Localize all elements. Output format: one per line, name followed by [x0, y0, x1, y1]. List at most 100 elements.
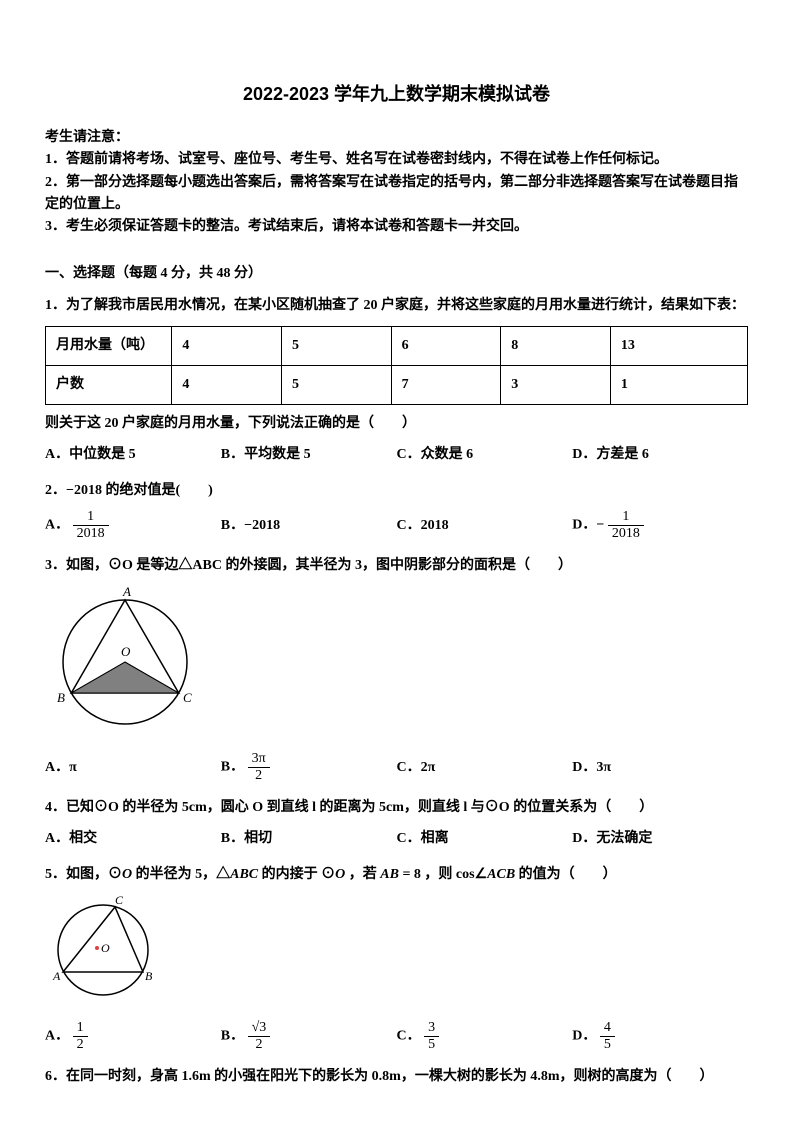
q4-opt-b: B．相切: [221, 828, 387, 850]
q5-label-a: A: [52, 969, 61, 983]
q2-text: 2．−2018 的绝对值是( ): [45, 480, 748, 502]
q3-b-num: 3π: [248, 752, 270, 768]
q2-opt-d: D．− 1 2018: [572, 510, 738, 541]
q5-d-frac: 4 5: [600, 1021, 615, 1052]
q1-th-4: 8: [501, 326, 611, 365]
notice-3: 3．考生必须保证答题卡的整洁。考试结束后，请将本试卷和答题卡一并交回。: [45, 216, 748, 238]
q1-text: 1．为了解我市居民用水情况，在某小区随机抽查了 20 户家庭，并将这些家庭的月用…: [45, 295, 748, 317]
q3-label-a: A: [122, 584, 131, 599]
q5-b-den: 2: [248, 1037, 271, 1052]
q5-O1: O: [122, 867, 132, 882]
q1-th-0: 月用水量（吨）: [46, 326, 172, 365]
q3-label-c: C: [183, 690, 192, 705]
q5-opt-c: C． 3 5: [397, 1021, 563, 1052]
q5-b-label: B．: [221, 1029, 244, 1044]
q1-opt-d: D．方差是 6: [572, 444, 738, 466]
q1-r2-5: 1: [610, 365, 747, 404]
q5-ACB: ACB: [487, 867, 515, 882]
q2-options: A． 1 2018 B．−2018 C．2018 D．− 1 2018: [45, 510, 748, 541]
q5-opt-b: B． √3 2: [221, 1021, 387, 1052]
q5-c-label: C．: [397, 1029, 421, 1044]
q5-opt-a: A． 1 2: [45, 1021, 211, 1052]
q5-t5: 的值为（ ）: [515, 867, 617, 882]
notice-2: 2．第一部分选择题每小题选出答案后，需将答案写在试卷指定的括号内，第二部分非选择…: [45, 172, 748, 217]
q2-a-label: A．: [45, 518, 69, 533]
q5-triangle: [63, 907, 143, 972]
q5-b-frac: √3 2: [248, 1021, 271, 1052]
q3-opt-a: A．π: [45, 757, 211, 779]
q5-d-den: 5: [600, 1037, 615, 1052]
q5-a-den: 2: [73, 1037, 88, 1052]
q1-table: 月用水量（吨） 4 5 6 8 13 户数 4 5 7 3 1: [45, 326, 748, 406]
q3-shaded: [71, 662, 178, 693]
q5-t3: 的内接于 ⊙: [258, 867, 335, 882]
q5-label-o: O: [101, 941, 110, 955]
q2-a-den: 2018: [73, 526, 109, 541]
q3-diagram: A B C O: [45, 584, 748, 742]
q4-opt-c: C．相离: [397, 828, 563, 850]
q5-label-c: C: [115, 893, 124, 907]
q5-ABC: ABC: [230, 867, 258, 882]
q3-label-o: O: [121, 644, 131, 659]
q4-options: A．相交 B．相切 C．相离 D．无法确定: [45, 828, 748, 850]
q3-opt-b: B． 3π 2: [221, 752, 387, 783]
q5-opt-d: D． 4 5: [572, 1021, 738, 1052]
q1-r2-0: 户数: [46, 365, 172, 404]
q5-c-num: 3: [424, 1021, 439, 1037]
q5-a-num: 1: [73, 1021, 88, 1037]
q1-r2-1: 4: [172, 365, 282, 404]
q5-c-den: 5: [424, 1037, 439, 1052]
q5-diagram: A B C O: [45, 892, 748, 1010]
q1-followup: 则关于这 20 户家庭的月用水量，下列说法正确的是（ ）: [45, 413, 748, 435]
q3-options: A．π B． 3π 2 C．2π D．3π: [45, 752, 748, 783]
q1-r2-4: 3: [501, 365, 611, 404]
q2-opt-c: C．2018: [397, 515, 563, 537]
q4-opt-d: D．无法确定: [572, 828, 738, 850]
notice-1: 1．答题前请将考场、试室号、座位号、考生号、姓名写在试卷密封线内，不得在试卷上作…: [45, 149, 748, 171]
q5-AB: AB: [380, 867, 399, 882]
q5-center-dot: [95, 946, 99, 950]
q2-a-num: 1: [73, 510, 109, 526]
q5-c-frac: 3 5: [424, 1021, 439, 1052]
q5-a-label: A．: [45, 1029, 69, 1044]
q5-d-num: 4: [600, 1021, 615, 1037]
q1-th-2: 5: [282, 326, 392, 365]
question-4: 4．已知⊙O 的半径为 5cm，圆心 O 到直线 l 的距离为 5cm，则直线 …: [45, 797, 748, 850]
question-5: 5．如图，⊙O 的半径为 5，△ABC 的内接于 ⊙O ，若 AB = 8 ，则…: [45, 864, 748, 1052]
q2-d-den: 2018: [608, 526, 644, 541]
q1-th-3: 6: [391, 326, 501, 365]
q3-label-b: B: [57, 690, 65, 705]
q1-opt-b: B．平均数是 5: [221, 444, 387, 466]
q3-text: 3．如图，⊙O 是等边△ABC 的外接圆，其半径为 3，图中阴影部分的面积是（ …: [45, 555, 748, 577]
q5-options: A． 1 2 B． √3 2 C． 3 5 D． 4 5: [45, 1021, 748, 1052]
question-1: 1．为了解我市居民用水情况，在某小区随机抽查了 20 户家庭，并将这些家庭的月用…: [45, 295, 748, 466]
q3-b-frac: 3π 2: [248, 752, 270, 783]
q2-opt-b: B．−2018: [221, 515, 387, 537]
q1-r2-2: 5: [282, 365, 392, 404]
q4-opt-a: A．相交: [45, 828, 211, 850]
section-header: 一、选择题（每题 4 分，共 48 分）: [45, 263, 748, 285]
notice-block: 考生请注意： 1．答题前请将考场、试室号、座位号、考生号、姓名写在试卷密封线内，…: [45, 127, 748, 239]
q5-text: 5．如图，⊙O 的半径为 5，△ABC 的内接于 ⊙O ，若 AB = 8 ，则…: [45, 864, 748, 886]
q1-r2-3: 7: [391, 365, 501, 404]
q5-label-b: B: [145, 969, 153, 983]
q6-text: 6．在同一时刻，身高 1.6m 的小强在阳光下的影长为 0.8m，一棵大树的影长…: [45, 1066, 748, 1088]
q3-b-den: 2: [248, 768, 270, 783]
q1-opt-c: C．众数是 6: [397, 444, 563, 466]
q5-eq: = 8 ，则 cos∠: [399, 867, 487, 882]
q3-opt-c: C．2π: [397, 757, 563, 779]
q5-t2: 的半径为 5，△: [132, 867, 230, 882]
q3-opt-d: D．3π: [572, 757, 738, 779]
q2-d-frac: 1 2018: [608, 510, 644, 541]
q4-text: 4．已知⊙O 的半径为 5cm，圆心 O 到直线 l 的距离为 5cm，则直线 …: [45, 797, 748, 819]
question-2: 2．−2018 的绝对值是( ) A． 1 2018 B．−2018 C．201…: [45, 480, 748, 541]
q2-d-num: 1: [608, 510, 644, 526]
q1-options: A．中位数是 5 B．平均数是 5 C．众数是 6 D．方差是 6: [45, 444, 748, 466]
question-6: 6．在同一时刻，身高 1.6m 的小强在阳光下的影长为 0.8m，一棵大树的影长…: [45, 1066, 748, 1088]
notice-header: 考生请注意：: [45, 127, 748, 149]
q5-t1: 5．如图，⊙: [45, 867, 122, 882]
q2-opt-a: A． 1 2018: [45, 510, 211, 541]
q3-svg: A B C O: [45, 584, 215, 734]
q5-svg: A B C O: [45, 892, 175, 1002]
question-3: 3．如图，⊙O 是等边△ABC 的外接圆，其半径为 3，图中阴影部分的面积是（ …: [45, 555, 748, 783]
